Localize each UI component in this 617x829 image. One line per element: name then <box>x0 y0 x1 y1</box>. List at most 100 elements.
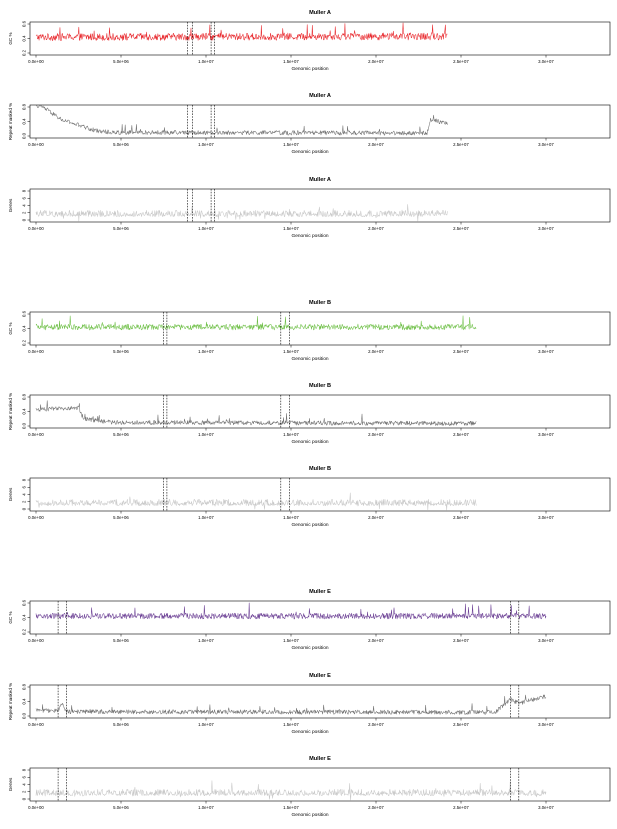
y-tick-label: 0.0 <box>22 132 27 139</box>
x-tick-label: 3.0e+07 <box>538 638 554 643</box>
y-axis-label: Genes <box>8 487 13 501</box>
plot-frame <box>29 477 611 512</box>
y-tick-label: 0.4 <box>22 118 27 125</box>
panel-title: Muller E <box>309 673 331 679</box>
data-series <box>36 105 448 136</box>
panel-2: Muller A 0.0e+00 5.0e+06 1.0e+07 1.5e+07 2.0e… <box>8 93 611 155</box>
x-tick-label: 1.0e+07 <box>198 805 214 810</box>
y-axis-label: Repeat masked % <box>8 683 13 721</box>
x-tick-label: 1.5e+07 <box>283 349 299 354</box>
y-axis-label: Genes <box>8 777 13 791</box>
x-tick-label: 1.5e+07 <box>283 805 299 810</box>
x-axis-label: Genomic position <box>291 149 328 155</box>
panel-title: Muller B <box>309 300 331 306</box>
x-axis-label: Genomic position <box>291 66 328 72</box>
x-tick-label: 2.0e+07 <box>368 638 384 643</box>
x-tick-label: 3.0e+07 <box>538 349 554 354</box>
x-tick-label: 2.0e+07 <box>368 349 384 354</box>
x-tick-label: 2.0e+07 <box>368 59 384 64</box>
y-axis-label: Genes <box>8 198 13 212</box>
y-axis-label: Repeat masked % <box>8 393 13 431</box>
x-tick-label: 5.0e+06 <box>113 349 129 354</box>
x-tick-label: 1.5e+07 <box>283 722 299 727</box>
x-tick-label: 2.0e+07 <box>368 722 384 727</box>
plot-frame <box>29 188 611 223</box>
x-axis-label: Genomic position <box>291 812 328 818</box>
panel-title: Muller E <box>309 756 331 762</box>
x-tick-label: 2.5e+07 <box>453 432 469 437</box>
data-series <box>35 22 448 41</box>
x-tick-label: 1.0e+07 <box>198 59 214 64</box>
x-tick-label: 0.0e+00 <box>28 432 44 437</box>
y-tick-label: 0.2 <box>22 628 27 635</box>
x-tick-label: 1.0e+07 <box>198 226 214 231</box>
x-tick-label: 0.0e+00 <box>28 515 44 520</box>
x-tick-label: 0.0e+00 <box>28 805 44 810</box>
y-tick-label: 0.2 <box>22 49 27 56</box>
y-tick-label: 0.6 <box>22 20 27 27</box>
y-tick-label: 4 <box>22 204 27 207</box>
y-tick-label: 0.8 <box>22 683 27 690</box>
y-tick-label: 0.4 <box>22 698 27 705</box>
panel-5: Muller B 0.0e+00 5.0e+06 1.0e+07 1.5e+07 2.0e… <box>8 383 611 445</box>
y-tick-label: 0.2 <box>22 339 27 346</box>
data-series <box>35 779 547 801</box>
panel-3: Muller A 0.0e+00 5.0e+06 1.0e+07 1.5e+07 2.0e… <box>8 177 611 239</box>
panel-title: Muller A <box>309 177 331 183</box>
x-axis-label: Genomic position <box>291 233 328 239</box>
y-tick-label: 0 <box>22 507 27 510</box>
x-tick-label: 3.0e+07 <box>538 142 554 147</box>
data-series <box>35 315 477 331</box>
x-axis-label: Genomic position <box>291 522 328 528</box>
data-series <box>35 694 547 715</box>
x-tick-label: 3.0e+07 <box>538 722 554 727</box>
y-tick-label: 0.8 <box>22 393 27 400</box>
panel-8: Muller E 0.0e+00 5.0e+06 1.0e+07 1.5e+07 2.0e… <box>8 673 611 735</box>
y-tick-label: 0.6 <box>22 310 27 317</box>
x-tick-label: 0.0e+00 <box>28 722 44 727</box>
plot-frame <box>29 21 611 56</box>
x-tick-label: 1.0e+07 <box>198 349 214 354</box>
y-tick-label: 2 <box>22 790 27 793</box>
x-tick-label: 3.0e+07 <box>538 515 554 520</box>
y-tick-label: 0 <box>22 797 27 800</box>
y-tick-label: 8 <box>22 478 27 481</box>
y-tick-label: 2 <box>22 500 27 503</box>
plot-frame <box>29 767 611 802</box>
x-tick-label: 3.0e+07 <box>538 432 554 437</box>
y-tick-label: 0.4 <box>22 408 27 415</box>
x-tick-label: 2.5e+07 <box>453 805 469 810</box>
x-tick-label: 5.0e+06 <box>113 805 129 810</box>
y-tick-label: 6 <box>22 775 27 778</box>
x-tick-label: 2.5e+07 <box>453 638 469 643</box>
panel-7: Muller E 0.0e+00 5.0e+06 1.0e+07 1.5e+07 2.0e… <box>8 589 611 651</box>
y-tick-label: 0.0 <box>22 712 27 719</box>
data-series <box>35 602 547 620</box>
y-tick-label: 8 <box>22 768 27 771</box>
panel-title: Muller B <box>309 383 331 389</box>
panel-1: Muller A 0.0e+00 5.0e+06 1.0e+07 1.5e+07 2.0e… <box>8 10 611 72</box>
y-tick-label: 4 <box>22 783 27 786</box>
y-tick-label: 4 <box>22 493 27 496</box>
x-tick-label: 0.0e+00 <box>28 349 44 354</box>
x-tick-label: 2.0e+07 <box>368 226 384 231</box>
panel-4: Muller B 0.0e+00 5.0e+06 1.0e+07 1.5e+07 2.0e… <box>8 300 611 362</box>
y-axis-label: GC % <box>8 32 13 44</box>
x-tick-label: 5.0e+06 <box>113 142 129 147</box>
y-axis-label: GC % <box>8 322 13 334</box>
x-tick-label: 0.0e+00 <box>28 226 44 231</box>
y-tick-label: 0 <box>22 218 27 221</box>
x-tick-label: 5.0e+06 <box>113 638 129 643</box>
y-tick-label: 0.4 <box>22 35 27 42</box>
x-tick-label: 1.0e+07 <box>198 142 214 147</box>
x-tick-label: 1.0e+07 <box>198 432 214 437</box>
x-tick-label: 2.0e+07 <box>368 142 384 147</box>
x-tick-label: 1.0e+07 <box>198 722 214 727</box>
x-tick-label: 3.0e+07 <box>538 59 554 64</box>
y-tick-label: 6 <box>22 196 27 199</box>
x-tick-label: 2.0e+07 <box>368 515 384 520</box>
panel-title: Muller E <box>309 589 331 595</box>
x-tick-label: 5.0e+06 <box>113 722 129 727</box>
x-axis-label: Genomic position <box>291 729 328 735</box>
